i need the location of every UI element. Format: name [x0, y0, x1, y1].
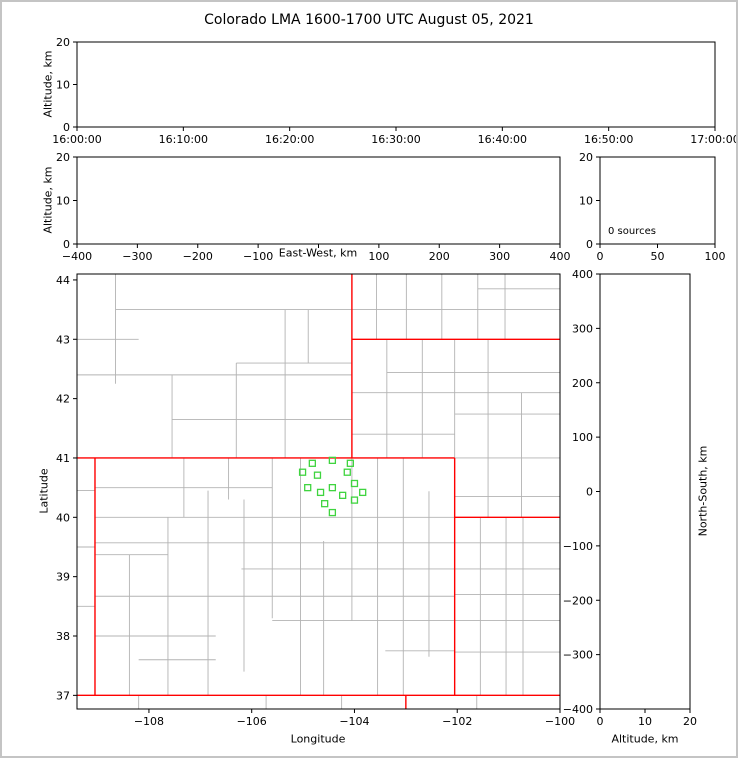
x-tick-label: 0 [597, 250, 604, 263]
y-tick-label: 37 [56, 689, 70, 702]
lma-station-marker [350, 496, 359, 504]
x-tick-label: 10 [638, 715, 652, 728]
axes-frame [76, 41, 716, 128]
map-layers [77, 274, 560, 709]
x-tick-label: 100 [705, 250, 726, 263]
y-tick-label: 20 [56, 36, 70, 49]
y-tick-label: 40 [56, 511, 70, 524]
x-tick-label: −300 [122, 250, 152, 263]
axes-frame [599, 273, 691, 710]
axes-frame [76, 156, 561, 245]
panel-eastwest_altitude: −400 −300 −200 −100 100 200 300 400 0 10 20 [56, 151, 571, 263]
y-tick-label: −300 [563, 649, 593, 662]
y-tick-label: 43 [56, 333, 70, 346]
lma-station-marker [338, 491, 347, 500]
lma-station-marker [328, 508, 337, 517]
y-tick-label: 400 [572, 268, 593, 281]
y-tick-label: 10 [56, 79, 70, 92]
northsouth-panel-xlabel: Altitude, km [611, 732, 679, 746]
map-xlabel-longitude: Longitude [290, 732, 346, 746]
x-tick-label: 16:50:00 [584, 133, 633, 146]
panel-map: −108 −106 −104 −102 −100 37 38 39 40 41 42 43 44 [56, 273, 575, 728]
y-tick-label: 200 [572, 377, 593, 390]
y-tick-label: 41 [56, 452, 70, 465]
annotation-source-count: 0 sources [608, 226, 656, 237]
x-tick-label: 16:40:00 [478, 133, 527, 146]
y-tick-label: 20 [579, 151, 593, 164]
panel-source_histogram: 0 50 100 0 10 20 0 sources [579, 151, 726, 263]
x-tick-label: −100 [545, 715, 575, 728]
lma-station-marker [304, 483, 312, 492]
lma-station-marker [316, 488, 325, 497]
x-tick-label: 16:20:00 [265, 133, 314, 146]
y-tick-label: 10 [56, 195, 70, 208]
y-tick-label: 0 [586, 486, 593, 499]
lma-station-marker [313, 471, 322, 479]
y-tick-label: 42 [56, 393, 70, 406]
lma-station-marker [308, 459, 316, 467]
y-tick-label: 39 [56, 571, 70, 584]
panel-time_altitude: 16:00:00 16:10:00 16:20:00 16:30:00 16:40:00… [52, 36, 736, 146]
x-tick-label: 50 [651, 250, 665, 263]
eastwest-panel-xlabel: East-West, km [278, 246, 358, 260]
x-tick-label: −200 [183, 250, 213, 263]
y-tick-label: 100 [572, 431, 593, 444]
lma-station-marker [343, 468, 351, 476]
axes-frame [76, 273, 561, 710]
x-tick-label: 0 [597, 715, 604, 728]
panel-northsouth_altitude: 0 10 20 400 300 200 100 0 −100 −200 −300 −400 [563, 268, 697, 728]
y-tick-label: 300 [572, 322, 593, 335]
lma-station-marker [298, 468, 307, 476]
x-tick-label: 16:10:00 [159, 133, 208, 146]
lma-station-marker [350, 479, 359, 488]
lma-station-marker [359, 488, 367, 497]
x-tick-label: −108 [134, 715, 164, 728]
lma-station-marker [328, 483, 337, 492]
y-tick-label: −400 [563, 703, 593, 716]
x-tick-label: −106 [237, 715, 267, 728]
y-tick-label: 0 [63, 121, 70, 134]
x-tick-label: 400 [550, 250, 571, 263]
y-tick-label: −100 [563, 540, 593, 553]
y-tick-label: 44 [56, 274, 70, 287]
x-tick-label: 300 [489, 250, 510, 263]
x-tick-label: 20 [683, 715, 697, 728]
x-tick-label: 17:00:00 [690, 133, 736, 146]
x-tick-label: −400 [62, 250, 92, 263]
y-tick-label: 20 [56, 151, 70, 164]
x-tick-label: −102 [442, 715, 472, 728]
x-tick-label: 200 [429, 250, 450, 263]
x-tick-label: −104 [339, 715, 369, 728]
y-tick-label: 38 [56, 630, 70, 643]
y-tick-label: 0 [586, 238, 593, 251]
x-tick-label: 16:30:00 [371, 133, 420, 146]
lma-station-marker [346, 459, 355, 467]
y-tick-label: 0 [63, 238, 70, 251]
lma-station-marker [328, 456, 337, 464]
x-tick-label: 100 [368, 250, 389, 263]
lma-station-marker [321, 500, 329, 508]
x-tick-label: −100 [243, 250, 273, 263]
y-tick-label: −200 [563, 594, 593, 607]
y-tick-label: 10 [579, 195, 593, 208]
figure-title: Colorado LMA 1600-1700 UTC August 05, 20… [204, 12, 534, 28]
x-tick-label: 16:00:00 [52, 133, 101, 146]
